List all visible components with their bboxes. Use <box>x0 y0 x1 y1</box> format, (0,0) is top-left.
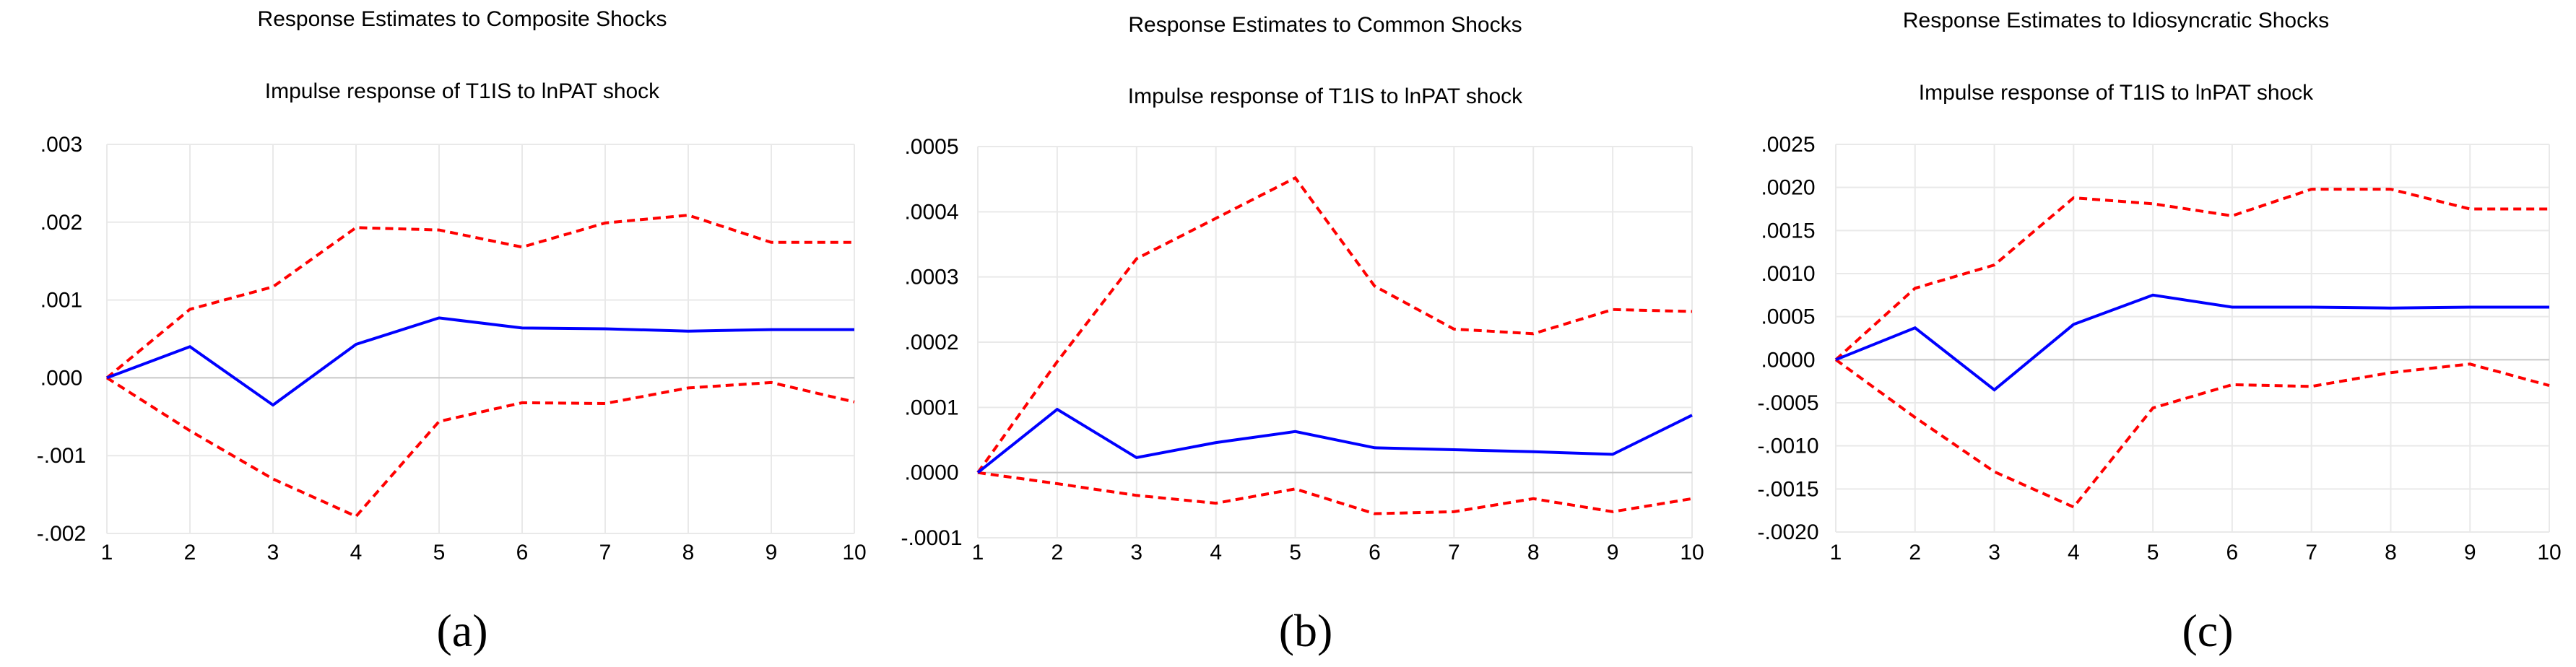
y-tick-label: .0015 <box>1761 219 1815 243</box>
x-tick-label: 5 <box>433 541 446 564</box>
confidence-band-upper <box>105 214 854 379</box>
y-tick-label: .002 <box>40 211 82 235</box>
x-tick-label: 1 <box>1830 541 1842 564</box>
y-tick-label: .0000 <box>1761 348 1815 372</box>
x-tick-label: 8 <box>682 541 695 564</box>
x-tick-label: 10 <box>842 541 866 564</box>
y-tick-label: .0000 <box>904 461 958 485</box>
panel-c: Response Estimates to Idiosyncratic Shoc… <box>1757 9 2561 656</box>
panel-caption: (c) <box>2182 605 2233 656</box>
panel-title: Response Estimates to Composite Shocks <box>258 7 667 31</box>
x-tick-label: 10 <box>1680 541 1704 564</box>
x-tick-label: 1 <box>101 541 113 564</box>
x-tick-label: 6 <box>1369 541 1381 564</box>
x-tick-label: 7 <box>599 541 612 564</box>
x-tick-label: 8 <box>2385 541 2397 564</box>
y-tick-label: .0025 <box>1761 133 1815 157</box>
confidence-band-upper <box>976 175 1693 474</box>
panel-title: Response Estimates to Idiosyncratic Shoc… <box>1903 9 2329 32</box>
panel-subtitle: Impulse response of T1IS to lnPAT shock <box>1128 84 1523 108</box>
y-tick-label: .003 <box>40 133 82 157</box>
y-tick-label: .0020 <box>1761 176 1815 200</box>
x-tick-label: 8 <box>1527 541 1540 564</box>
panel-subtitle: Impulse response of T1IS to lnPAT shock <box>265 79 660 103</box>
x-tick-label: 6 <box>516 541 529 564</box>
x-tick-label: 1 <box>972 541 984 564</box>
confidence-band-lower <box>105 376 855 518</box>
x-tick-label: 4 <box>2068 541 2080 564</box>
panel-subtitle: Impulse response of T1IS to lnPAT shock <box>1919 81 2314 105</box>
confidence-band-lower <box>1834 358 2550 509</box>
x-tick-label: 4 <box>350 541 363 564</box>
y-tick-label: .0004 <box>904 200 958 224</box>
y-tick-label: -.0005 <box>1757 391 1818 415</box>
x-tick-label: 4 <box>1210 541 1222 564</box>
x-tick-label: 7 <box>1448 541 1460 564</box>
impulse-response-line <box>976 407 1693 474</box>
x-tick-label: 9 <box>2464 541 2476 564</box>
y-tick-label: -.0015 <box>1757 477 1818 501</box>
x-tick-label: 3 <box>1988 541 2000 564</box>
x-tick-label: 7 <box>2305 541 2317 564</box>
y-tick-label: -.0001 <box>901 526 962 550</box>
y-tick-label: .0005 <box>1761 305 1815 329</box>
x-tick-label: 9 <box>1607 541 1619 564</box>
x-tick-label: 3 <box>1130 541 1142 564</box>
y-tick-label: -.001 <box>37 444 86 468</box>
x-tick-label: 2 <box>1909 541 1921 564</box>
panel-caption: (b) <box>1279 605 1333 656</box>
y-tick-label: .000 <box>40 366 82 390</box>
x-tick-label: 9 <box>766 541 778 564</box>
confidence-band-upper <box>1834 188 2549 361</box>
y-tick-label: .0001 <box>904 396 958 419</box>
x-tick-label: 10 <box>2537 541 2561 564</box>
y-tick-label: .001 <box>40 289 82 313</box>
impulse-response-line <box>1835 293 2549 392</box>
y-tick-label: .0010 <box>1761 262 1815 286</box>
x-tick-label: 3 <box>267 541 279 564</box>
x-tick-label: 2 <box>184 541 196 564</box>
y-tick-label: .0005 <box>904 135 958 159</box>
y-tick-label: .0003 <box>904 266 958 289</box>
x-tick-label: 5 <box>2147 541 2159 564</box>
y-tick-label: -.002 <box>37 522 86 546</box>
panel-a: Response Estimates to Composite Shocks I… <box>37 7 867 656</box>
panel-caption: (a) <box>436 605 487 656</box>
y-tick-label: .0002 <box>904 331 958 354</box>
confidence-band-lower <box>977 471 1693 515</box>
x-tick-label: 2 <box>1051 541 1064 564</box>
x-tick-label: 6 <box>2226 541 2239 564</box>
x-tick-label: 5 <box>1289 541 1301 564</box>
panel-b: Response Estimates to Common Shocks Impu… <box>901 13 1704 656</box>
y-tick-label: -.0020 <box>1757 520 1818 544</box>
impulse-response-line <box>106 316 854 407</box>
panel-title: Response Estimates to Common Shocks <box>1128 13 1522 37</box>
y-tick-label: -.0010 <box>1757 435 1818 458</box>
